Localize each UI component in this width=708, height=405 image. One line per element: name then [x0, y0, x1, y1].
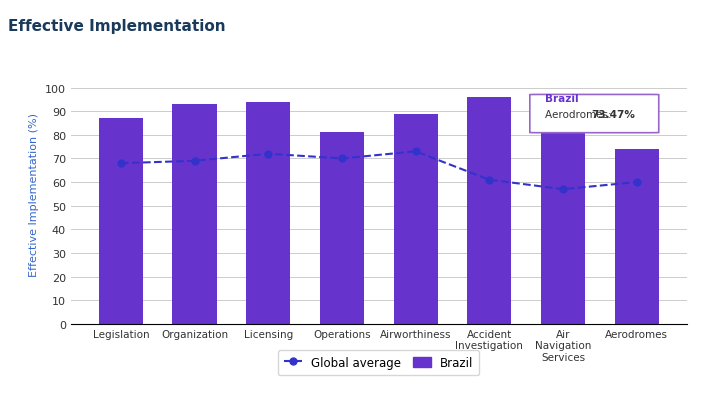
Text: Effective Implementation: Effective Implementation	[8, 19, 226, 34]
Bar	[320, 133, 364, 324]
Bar	[173, 105, 217, 324]
Legend: Global average, Brazil: Global average, Brazil	[278, 350, 479, 375]
Bar	[394, 114, 438, 324]
Bar	[467, 98, 511, 324]
FancyBboxPatch shape	[530, 95, 658, 133]
Bar	[541, 96, 585, 324]
Bar	[615, 149, 658, 324]
Text: Aerodromes:: Aerodromes:	[544, 110, 615, 120]
Y-axis label: Effective Implementation (%): Effective Implementation (%)	[30, 113, 40, 276]
Bar	[99, 119, 143, 324]
Bar	[246, 102, 290, 324]
Text: Brazil: Brazil	[544, 93, 578, 103]
Text: 73.47%: 73.47%	[591, 110, 635, 120]
